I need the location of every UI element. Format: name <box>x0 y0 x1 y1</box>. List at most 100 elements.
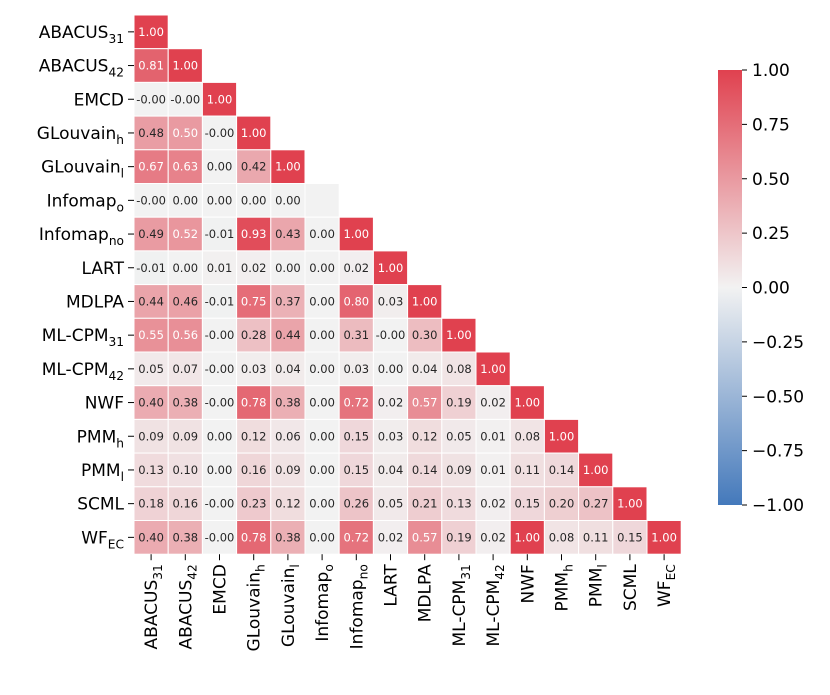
cell-value-label: 0.19 <box>446 396 472 410</box>
heatmap-cell <box>407 284 443 319</box>
cell-value-label: 0.81 <box>138 59 164 73</box>
heatmap-cell <box>167 250 203 286</box>
heatmap-cell <box>441 317 477 353</box>
heatmap-cell <box>372 452 409 488</box>
row-label-ml-cpm-31: ML-CPM31 <box>42 326 124 349</box>
heatmap-cell <box>407 317 443 353</box>
cell-value-label: 0.55 <box>138 328 164 342</box>
cell-value-label: 0.03 <box>343 362 369 376</box>
label-base: MDLPA <box>416 564 436 622</box>
label-subscript: l <box>121 167 124 181</box>
cell-value-label: 0.08 <box>514 429 540 443</box>
heatmap-cell <box>338 216 374 252</box>
column-label-wf-ec: WFEC <box>655 564 678 607</box>
column-label-ml-cpm-31: ML-CPM31 <box>450 564 473 646</box>
cell-value-label: -0.01 <box>136 261 166 275</box>
label-subscript: o <box>322 564 336 571</box>
cell-value-label: 0.93 <box>241 227 267 241</box>
cell-value-label: -0.00 <box>205 362 235 376</box>
heatmap-cell <box>133 385 169 420</box>
cell-value-label: 0.72 <box>343 396 369 410</box>
colorbar-tick-label: 1.00 <box>752 61 790 81</box>
heatmap-cell <box>270 351 306 387</box>
cell-value-label: 0.18 <box>138 497 164 511</box>
cell-value-label: 0.07 <box>172 362 198 376</box>
cell-value-label: 0.38 <box>275 530 301 544</box>
column-label-nwf: NWF <box>518 564 538 603</box>
cell-value-label: 0.38 <box>172 396 198 410</box>
cell-value-label: 0.08 <box>446 362 472 376</box>
label-base: PMM <box>587 568 607 608</box>
label-base: SCML <box>621 564 641 611</box>
heatmap-cell <box>441 385 477 420</box>
column-label-abacus-42: ABACUS42 <box>176 564 199 649</box>
label-base: Infomap <box>47 191 117 211</box>
cell-value-label: 0.43 <box>275 227 301 241</box>
heatmap-cell <box>304 486 340 521</box>
label-base: PMM <box>77 427 117 447</box>
heatmap-cell <box>167 149 203 185</box>
heatmap-cell <box>304 452 340 488</box>
heatmap-cell <box>133 418 169 454</box>
cell-value-label: 0.02 <box>241 261 267 275</box>
heatmap-cell <box>201 216 238 252</box>
heatmap-cell <box>338 385 374 420</box>
cell-value-label: 0.09 <box>275 463 301 477</box>
heatmap-cell <box>407 385 443 420</box>
heatmap-cell <box>236 520 272 555</box>
heatmap-cell <box>304 183 340 218</box>
cell-value-label: -0.00 <box>205 396 235 410</box>
colorbar-gradient <box>718 70 742 505</box>
label-subscript: no <box>109 234 124 248</box>
cell-value-label: 0.12 <box>241 429 267 443</box>
label-base: EMCD <box>211 564 231 614</box>
cell-value-label: 0.12 <box>412 429 438 443</box>
column-label-ml-cpm-42: ML-CPM42 <box>484 564 507 646</box>
cell-value-label: 1.00 <box>480 362 506 376</box>
heatmap-cell <box>167 216 203 252</box>
row-label-mdlpa: MDLPA <box>66 292 124 312</box>
heatmap-cell <box>509 452 545 488</box>
label-subscript: o <box>117 200 124 214</box>
cell-value-label: 0.00 <box>172 193 198 207</box>
heatmap-cell <box>201 385 238 420</box>
heatmap-cell <box>543 452 580 488</box>
cell-value-label: 0.05 <box>138 362 164 376</box>
cell-value-label: 0.13 <box>138 463 164 477</box>
label-base: ML-CPM <box>42 326 109 346</box>
heatmap-cell <box>372 385 409 420</box>
heatmap-cell <box>236 250 272 286</box>
label-base: NWF <box>518 564 538 603</box>
heatmap-cell <box>133 48 169 83</box>
cell-value-label: -0.00 <box>376 328 406 342</box>
heatmap-cell <box>236 183 272 218</box>
heatmap-cell <box>236 385 272 420</box>
heatmap-cell <box>338 317 374 353</box>
cell-value-label: 0.57 <box>412 530 438 544</box>
label-base: ABACUS <box>142 580 162 650</box>
label-base: GLouvain <box>37 124 117 144</box>
column-label-abacus-31: ABACUS31 <box>142 564 165 649</box>
heatmap-cell <box>167 284 203 319</box>
row-label-glouvain-l: GLouvainl <box>41 158 124 181</box>
heatmap-cell <box>133 317 169 353</box>
label-subscript: EC <box>108 537 124 551</box>
label-base: Infomap <box>347 579 367 649</box>
cell-value-label: 1.00 <box>378 261 404 275</box>
column-label-glouvain-h: GLouvainh <box>245 564 268 651</box>
cell-value-label: 0.49 <box>138 227 164 241</box>
heatmap-cell <box>270 183 306 218</box>
column-label-lart: LART <box>382 564 402 607</box>
cell-value-label: 1.00 <box>549 429 575 443</box>
cell-value-label: 0.00 <box>309 463 335 477</box>
cell-value-label: 1.00 <box>514 396 540 410</box>
heatmap-cell <box>236 486 272 521</box>
row-label-wf-ec: WFEC <box>81 528 124 551</box>
label-base: ML-CPM <box>450 580 470 647</box>
cell-value-label: 0.28 <box>241 328 267 342</box>
cell-value-label: 0.48 <box>138 126 164 140</box>
colorbar-tick-label: −0.50 <box>752 387 804 407</box>
cell-value-label: 0.20 <box>549 497 575 511</box>
cell-value-label: 0.23 <box>241 497 267 511</box>
row-label-ml-cpm-42: ML-CPM42 <box>42 360 124 383</box>
